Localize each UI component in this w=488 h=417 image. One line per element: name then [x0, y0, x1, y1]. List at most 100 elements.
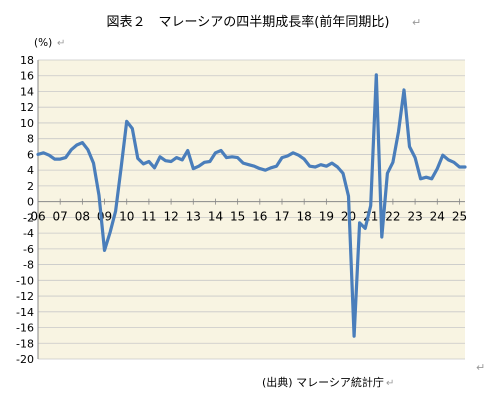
data-point: [447, 159, 450, 161]
data-point: [336, 166, 339, 168]
data-point: [353, 335, 355, 338]
data-point: [164, 159, 167, 162]
data-point: [364, 227, 367, 230]
y-tick-label: 12: [20, 101, 34, 114]
data-point: [320, 163, 322, 166]
data-point: [430, 178, 433, 180]
y-tick-label: -8: [23, 259, 34, 272]
data-point: [192, 167, 195, 170]
data-point: [342, 172, 344, 175]
x-tick-label: 07: [53, 210, 68, 224]
y-tick-label: -2: [23, 211, 34, 224]
source-note: (出典) マレーシア統計庁: [262, 375, 384, 389]
data-point: [281, 156, 283, 159]
series-line: [36, 73, 467, 338]
data-point: [308, 165, 311, 167]
x-tick-label: 15: [230, 210, 245, 224]
data-point: [170, 160, 172, 163]
data-point: [76, 144, 78, 146]
y-tick-label: 18: [20, 54, 34, 67]
data-point: [253, 165, 256, 167]
data-point: [92, 162, 95, 164]
data-point: [397, 130, 400, 133]
data-point: [414, 156, 416, 159]
data-point: [392, 161, 394, 164]
data-point: [436, 167, 439, 170]
data-point: [53, 158, 56, 160]
y-tick-label: 4: [27, 164, 34, 177]
data-point: [64, 156, 67, 159]
data-point: [114, 210, 117, 212]
data-point: [236, 156, 239, 159]
data-point: [286, 155, 289, 157]
data-point: [81, 141, 84, 144]
data-point: [264, 169, 267, 171]
y-axis-unit-label: (%): [34, 37, 52, 49]
x-axis-tick-labels: 06 07 08 09 10 11 12 13 14 15 16 17 18 19 20 21 22 23 24 25: [30, 210, 467, 224]
x-tick-label: 19: [319, 210, 334, 224]
x-tick-label: 08: [75, 210, 90, 224]
data-point: [131, 127, 134, 130]
data-point: [198, 165, 200, 167]
data-point: [175, 156, 178, 159]
data-point: [137, 157, 139, 160]
data-point: [247, 163, 250, 166]
data-point: [369, 204, 372, 207]
data-point: [153, 167, 156, 169]
x-tick-label: 13: [186, 210, 201, 224]
x-tick-label: 11: [141, 210, 156, 224]
data-point: [37, 153, 39, 156]
data-point: [270, 167, 272, 169]
x-tick-label: 06: [30, 210, 45, 224]
data-point: [464, 166, 466, 168]
data-point: [59, 158, 61, 160]
data-point: [242, 162, 244, 164]
data-point: [203, 161, 206, 164]
data-point: [275, 165, 278, 167]
data-point: [408, 145, 411, 148]
data-point: [220, 149, 222, 152]
y-tick-label: 6: [27, 148, 34, 161]
x-tick-label: 25: [452, 210, 467, 224]
x-tick-label: 16: [252, 210, 267, 224]
y-tick-label: -20: [16, 353, 34, 366]
return-mark: ↵: [386, 378, 394, 389]
plot-area: [38, 60, 465, 359]
data-point: [109, 231, 111, 234]
x-tick-label: 12: [163, 210, 178, 224]
y-tick-label: 16: [20, 70, 34, 83]
y-tick-label: -18: [16, 337, 34, 350]
y-tick-label: -6: [23, 243, 34, 256]
data-point: [303, 158, 306, 160]
data-point: [347, 195, 350, 197]
data-point: [458, 166, 461, 168]
return-mark: ↵: [476, 361, 485, 374]
x-tick-label: 22: [385, 210, 400, 224]
x-tick-label: 10: [119, 210, 134, 224]
x-tick-label: 18: [297, 210, 312, 224]
y-tick-label: 0: [27, 196, 34, 209]
data-point: [419, 178, 422, 180]
data-point: [325, 165, 328, 167]
data-point: [142, 163, 145, 165]
data-point: [381, 236, 383, 238]
data-point: [70, 148, 73, 151]
data-point: [453, 161, 455, 164]
y-tick-label: -14: [16, 306, 34, 319]
data-point: [42, 152, 45, 154]
data-point: [120, 166, 122, 168]
data-point: [292, 152, 294, 154]
data-point: [386, 172, 389, 175]
data-point: [259, 167, 261, 170]
y-tick-label: -10: [16, 274, 34, 287]
data-point: [103, 249, 106, 252]
x-tick-label: 17: [274, 210, 289, 224]
data-point: [98, 194, 100, 197]
y-tick-label: 10: [20, 117, 34, 130]
data-point: [231, 156, 233, 158]
y-axis-tick-labels: 18 16 14 12 10 8 6 4 2 0 -2 -4 -6 -8 -10 -12 -14 -16 -18 -2…: [16, 54, 34, 366]
gridlines: [38, 59, 465, 360]
data-point: [375, 74, 378, 76]
